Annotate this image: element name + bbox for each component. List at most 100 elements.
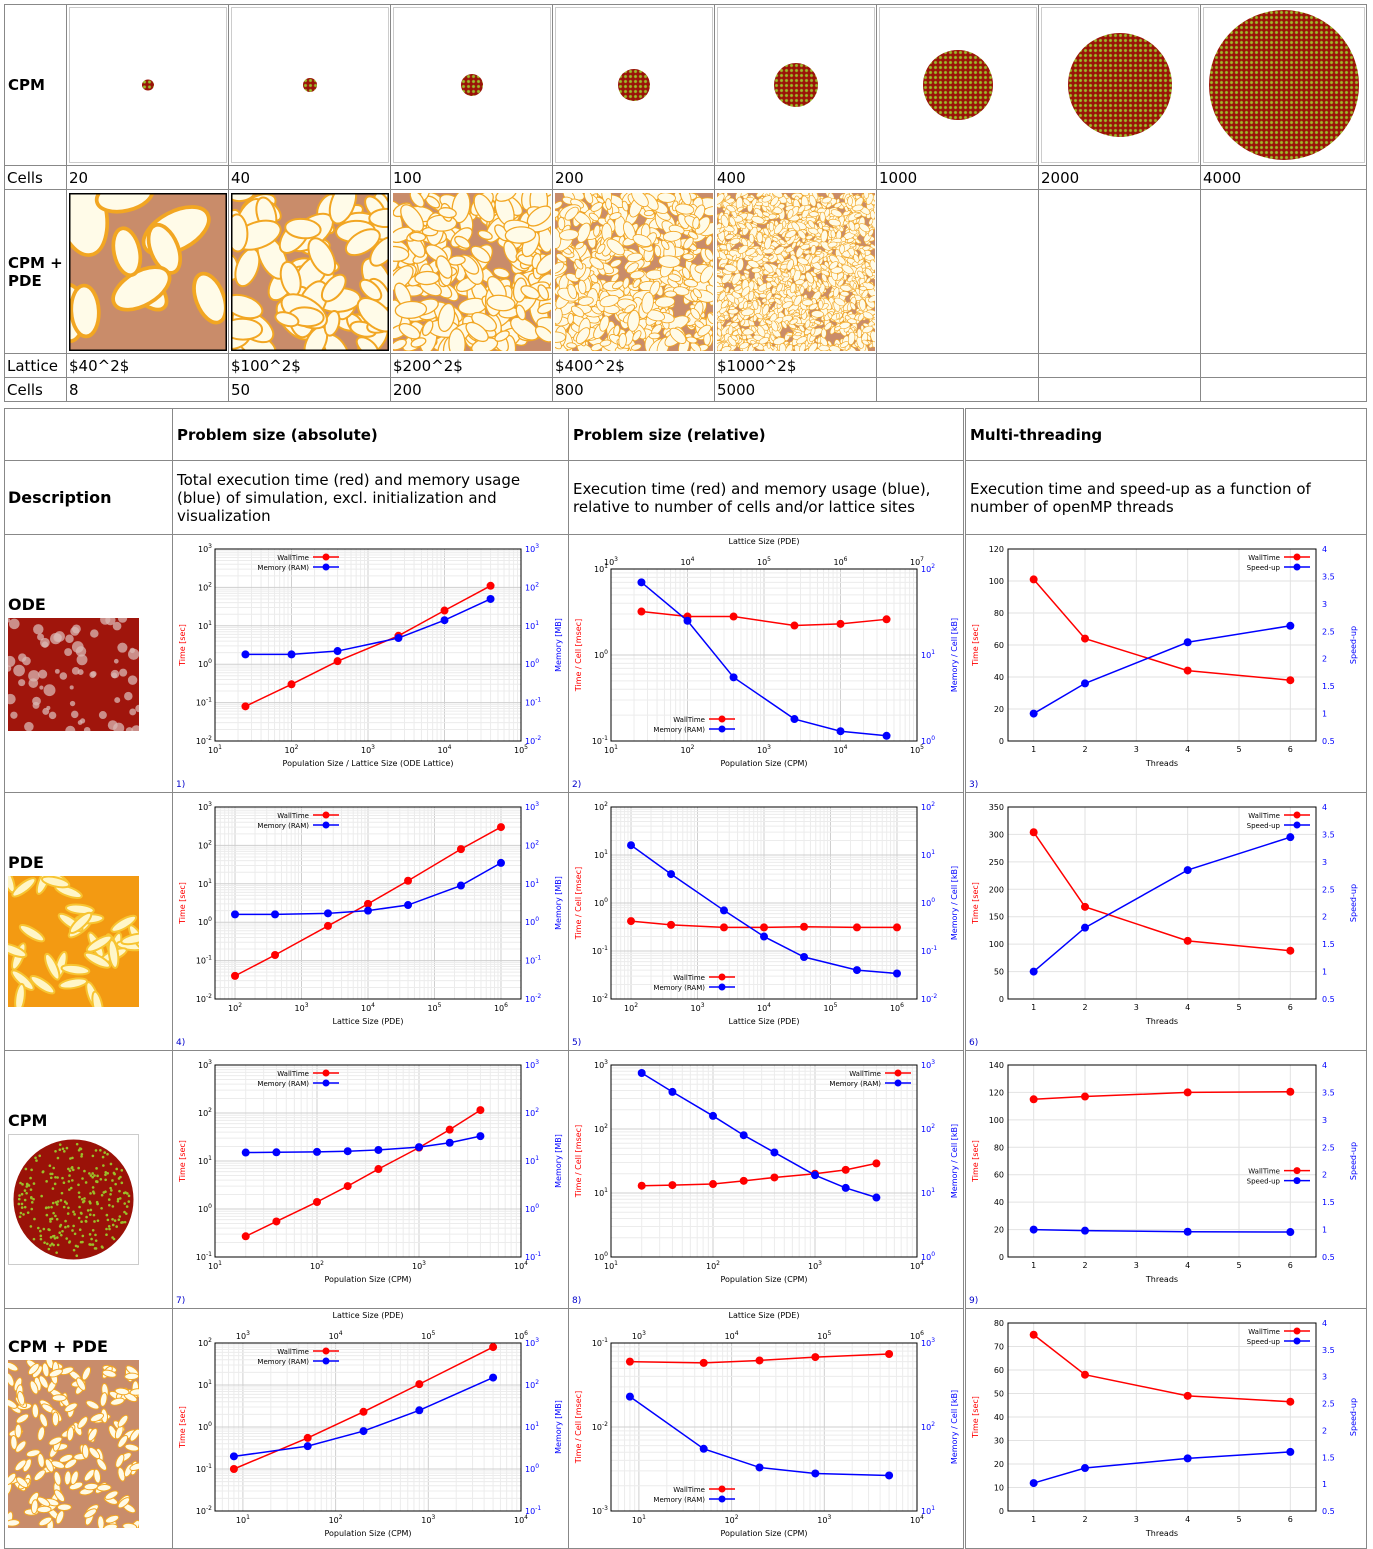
thumb-spot <box>105 1233 108 1237</box>
footnote-link[interactable]: 6) <box>969 1038 979 1048</box>
thumb-spot <box>22 1213 25 1216</box>
footnote-link[interactable]: 8) <box>572 1296 582 1306</box>
thumb-spot <box>104 1171 108 1174</box>
pattern-spot <box>764 276 774 282</box>
thumb-spot <box>77 669 84 676</box>
thumb-stripe <box>58 977 89 990</box>
lattice-value <box>876 353 1039 378</box>
data-point <box>760 932 768 941</box>
y-tick-label: 100 <box>989 577 1004 586</box>
legend-marker <box>718 1495 726 1503</box>
pattern-spot <box>733 284 742 291</box>
pattern-spot <box>826 340 832 346</box>
footnote-link[interactable]: 2) <box>572 780 582 790</box>
pattern-spot <box>773 293 781 299</box>
thumb-spot <box>50 1205 53 1209</box>
pattern-spot <box>808 194 816 207</box>
thumb-spot <box>94 1149 98 1152</box>
footnote-link[interactable]: 4) <box>176 1038 186 1048</box>
footnote-link[interactable]: 3) <box>969 780 979 790</box>
pattern-spot <box>681 266 690 279</box>
pattern-spot <box>851 204 864 211</box>
thumb-spot <box>89 1208 93 1212</box>
plot-area <box>214 548 522 742</box>
x-tick-label: 3 <box>1134 1261 1139 1270</box>
thumb-spot <box>54 668 60 674</box>
x-axis-label: Population Size (CPM) <box>324 1275 411 1284</box>
x-tick-label: 3 <box>1134 1003 1139 1012</box>
y2-tick-label: 100 <box>921 735 935 746</box>
y-tick-label: 10-2 <box>592 1421 608 1432</box>
thumb-spot <box>60 1191 64 1195</box>
legend-marker <box>322 811 330 819</box>
x-tick-label: 1 <box>1031 1003 1036 1012</box>
series-line <box>245 598 491 656</box>
pattern-spot <box>674 203 694 215</box>
pattern-spot <box>399 203 424 232</box>
y2-tick-label: 101 <box>921 1187 935 1198</box>
footnote-link[interactable]: 5) <box>572 1038 582 1048</box>
cpmpde-cells-value <box>1038 377 1201 402</box>
thumb-spot <box>123 1210 126 1214</box>
thumb-spot <box>64 648 73 657</box>
legend-label: Memory (RAM) <box>257 822 309 830</box>
thumb-spot <box>114 697 121 704</box>
thumb-spot <box>48 1436 63 1446</box>
legend-marker <box>1293 821 1301 829</box>
thumb-spot <box>48 711 57 720</box>
data-point <box>719 906 728 915</box>
data-point <box>1286 946 1295 955</box>
data-point <box>1286 676 1295 685</box>
pattern-spot <box>472 193 495 222</box>
pde-relative-chart: 102 103 104 105 106 10-2 10-1 100 101 102 10-2 10-1… <box>574 801 959 1026</box>
x-tick-label: 102 <box>329 1514 343 1525</box>
thumb-spot <box>104 1490 119 1500</box>
y-tick-label: 350 <box>989 803 1004 812</box>
footnote-link[interactable]: 9) <box>969 1296 979 1306</box>
pattern-spot <box>761 303 769 315</box>
pattern-spot <box>526 204 551 227</box>
y-tick-label: 10-2 <box>196 1505 212 1516</box>
pattern-spot <box>731 314 738 322</box>
pattern-spot <box>608 211 622 220</box>
footnote-link[interactable]: 7) <box>176 1296 186 1306</box>
y2-tick-label: 3 <box>1322 1373 1327 1382</box>
pattern-spot <box>849 301 856 310</box>
pattern-spot <box>590 201 603 212</box>
thumb-spot <box>65 1146 69 1150</box>
thumb-spot <box>37 1426 46 1442</box>
data-point <box>760 923 768 932</box>
thumb-spot <box>62 1181 66 1185</box>
thumb-stripe <box>107 939 120 969</box>
thumb-spot <box>118 1215 122 1218</box>
y2-axis-label: Speed-up <box>1349 1142 1358 1180</box>
pattern-spot <box>794 331 802 336</box>
x-tick-label: 6 <box>1288 1515 1293 1524</box>
data-point <box>739 1176 748 1185</box>
legend-marker <box>322 1357 330 1365</box>
pattern-spot <box>421 319 433 336</box>
thumb-spot <box>56 1243 60 1247</box>
y2-tick-label: 102 <box>921 801 935 812</box>
y2-tick-label: 103 <box>921 1059 935 1070</box>
legend-label: WallTime <box>1248 554 1280 562</box>
y-tick-label: 80 <box>994 1143 1004 1152</box>
plot-frame <box>1007 1064 1317 1258</box>
pattern-spot <box>796 257 809 265</box>
y2-axis-label: Speed-up <box>1349 1398 1358 1436</box>
pattern-spot <box>669 327 686 344</box>
thumb-stripe <box>18 923 46 943</box>
thumb-spot <box>111 1179 114 1182</box>
x-tick-label: 1 <box>1031 1261 1036 1270</box>
data-point <box>836 727 845 736</box>
y2-tick-label: 100 <box>525 916 539 927</box>
pattern-spot <box>872 206 875 213</box>
legend-label: WallTime <box>849 1070 881 1078</box>
y-tick-label: 101 <box>198 1155 212 1166</box>
x-tick-label: 2 <box>1082 1515 1087 1524</box>
cpm-row-label: CPM <box>4 4 67 166</box>
footnote-link[interactable]: 1) <box>176 780 186 790</box>
data-point <box>287 680 296 689</box>
data-point <box>627 841 636 850</box>
y-tick-label: 10-1 <box>196 697 212 708</box>
